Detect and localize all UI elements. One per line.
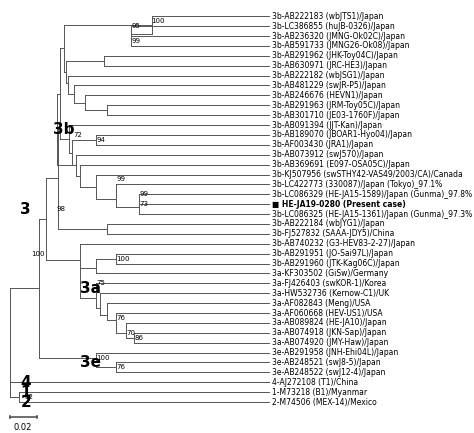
Text: 1: 1 [20,385,31,400]
Text: 3b-AB369691 (E097-OSA05C)/Japan: 3b-AB369691 (E097-OSA05C)/Japan [272,160,410,169]
Text: 3: 3 [20,202,31,216]
Text: 3a: 3a [80,281,101,296]
Text: 70: 70 [126,330,135,336]
Text: 3b-LC422773 (330087)/Japan (Tokyo)_97.1%: 3b-LC422773 (330087)/Japan (Tokyo)_97.1% [272,180,442,189]
Text: 3b-FJ527832 (SAAA-JDY5)/China: 3b-FJ527832 (SAAA-JDY5)/China [272,229,394,238]
Text: 1-M73218 (B1)/Myanmar: 1-M73218 (B1)/Myanmar [272,388,367,397]
Text: 3a-AF060668 (HEV-US1)/USA: 3a-AF060668 (HEV-US1)/USA [272,308,383,317]
Text: 3b-LC386855 (huJB-0326)/Japan: 3b-LC386855 (huJB-0326)/Japan [272,22,395,31]
Text: 3b-AB740232 (G3-HEV83-2-27)/Japan: 3b-AB740232 (G3-HEV83-2-27)/Japan [272,239,415,248]
Text: 3a-FJ426403 (swKOR-1)/Korea: 3a-FJ426403 (swKOR-1)/Korea [272,279,386,288]
Text: 3b-AB222183 (wbJTS1)/Japan: 3b-AB222183 (wbJTS1)/Japan [272,12,383,21]
Text: 99: 99 [131,38,140,44]
Text: 3b-AB291951 (JO-Sai97L)/Japan: 3b-AB291951 (JO-Sai97L)/Japan [272,249,393,258]
Text: 75: 75 [96,280,105,286]
Text: 99: 99 [117,177,126,182]
Text: 3b-AB222184 (wbJYG1)/Japan: 3b-AB222184 (wbJYG1)/Japan [272,220,384,229]
Text: 3b-AB481229 (swJR-P5)/Japan: 3b-AB481229 (swJR-P5)/Japan [272,81,386,90]
Text: 3e-AB248522 (swJ12-4)/Japan: 3e-AB248522 (swJ12-4)/Japan [272,368,385,377]
Text: 82: 82 [24,394,33,400]
Text: 3b-AB291963 (JRM-Toy05C)/Japan: 3b-AB291963 (JRM-Toy05C)/Japan [272,101,400,110]
Text: 94: 94 [96,137,105,143]
Text: 3b-AB189070 (JBOAR1-Hyo04)/Japan: 3b-AB189070 (JBOAR1-Hyo04)/Japan [272,130,412,139]
Text: 76: 76 [117,365,126,370]
Text: 3b-AB091394 (JJT-Kan)/Japan: 3b-AB091394 (JJT-Kan)/Japan [272,120,382,129]
Text: 3b-LC086329 (HE-JA15-1589)/Japan (Gunma)_97.8%: 3b-LC086329 (HE-JA15-1589)/Japan (Gunma)… [272,190,472,199]
Text: 3a-AB089824 (HE-JA10)/Japan: 3a-AB089824 (HE-JA10)/Japan [272,318,387,327]
Text: 2: 2 [20,394,31,410]
Text: 99: 99 [139,191,148,197]
Text: 2-M74506 (MEX-14)/Mexico: 2-M74506 (MEX-14)/Mexico [272,397,377,407]
Text: 3b-AB246676 (HEVN1)/Japan: 3b-AB246676 (HEVN1)/Japan [272,91,383,100]
Text: 3b-AB291962 (JHK-Toy04C)/Japan: 3b-AB291962 (JHK-Toy04C)/Japan [272,51,398,60]
Text: 4: 4 [20,375,31,390]
Text: 3e-AB248521 (swJ8-5)/Japan: 3e-AB248521 (swJ8-5)/Japan [272,358,381,367]
Text: 95: 95 [131,23,140,29]
Text: 3a-AB074918 (JKN-Sap)/Japan: 3a-AB074918 (JKN-Sap)/Japan [272,328,386,337]
Text: 100: 100 [152,18,165,24]
Text: 3b-LC086325 (HE-JA15-1361)/Japan (Gunma)_97.3%: 3b-LC086325 (HE-JA15-1361)/Japan (Gunma)… [272,210,473,219]
Text: 73: 73 [139,201,148,207]
Text: 86: 86 [134,335,143,341]
Text: 3b-AB073912 (swJ570)/Japan: 3b-AB073912 (swJ570)/Japan [272,150,383,159]
Text: 3b: 3b [53,123,74,138]
Text: 98: 98 [57,206,66,212]
Text: 3e-AB291958 (JNH-Ehi04L)/Japan: 3e-AB291958 (JNH-Ehi04L)/Japan [272,348,398,357]
Text: 100: 100 [117,255,130,262]
Text: 3b-AB291960 (JTK-Kag06C)/Japan: 3b-AB291960 (JTK-Kag06C)/Japan [272,259,400,268]
Text: 3b-AF003430 (JRA1)/Japan: 3b-AF003430 (JRA1)/Japan [272,140,373,149]
Text: 100: 100 [31,251,45,257]
Text: 3a-KF303502 (GiSw)/Germany: 3a-KF303502 (GiSw)/Germany [272,269,388,278]
Text: 3b-AB630971 (JRC-HE3)/Japan: 3b-AB630971 (JRC-HE3)/Japan [272,61,387,70]
Text: 72: 72 [73,132,82,138]
Text: 3a-AB074920 (JMY-Haw)/Japan: 3a-AB074920 (JMY-Haw)/Japan [272,338,389,347]
Text: 3a-AF082843 (Meng)/USA: 3a-AF082843 (Meng)/USA [272,299,371,307]
Text: 3b-KJ507956 (swSTHY42-VAS49/2003/CA)/Canada: 3b-KJ507956 (swSTHY42-VAS49/2003/CA)/Can… [272,170,463,179]
Text: 0.02: 0.02 [14,423,32,432]
Text: 3b-AB222182 (wbJSG1)/Japan: 3b-AB222182 (wbJSG1)/Japan [272,71,384,80]
Text: 3e: 3e [80,355,101,370]
Text: 4-AJ272108 (T1)/China: 4-AJ272108 (T1)/China [272,378,358,387]
Text: 3a-HW532736 (Kernow-C1)/UK: 3a-HW532736 (Kernow-C1)/UK [272,289,389,298]
Text: 76: 76 [117,315,126,321]
Text: 100: 100 [96,355,109,361]
Text: 3b-AB591733 (JMNG26-Ok08)/Japan: 3b-AB591733 (JMNG26-Ok08)/Japan [272,42,410,50]
Text: 3b-AB236320 (JMNG-Ok02C)/Japan: 3b-AB236320 (JMNG-Ok02C)/Japan [272,32,405,41]
Text: 3b-AB301710 (JE03-1760F)/Japan: 3b-AB301710 (JE03-1760F)/Japan [272,111,400,120]
Text: ■ HE-JA19-0280 (Present case): ■ HE-JA19-0280 (Present case) [272,200,406,209]
